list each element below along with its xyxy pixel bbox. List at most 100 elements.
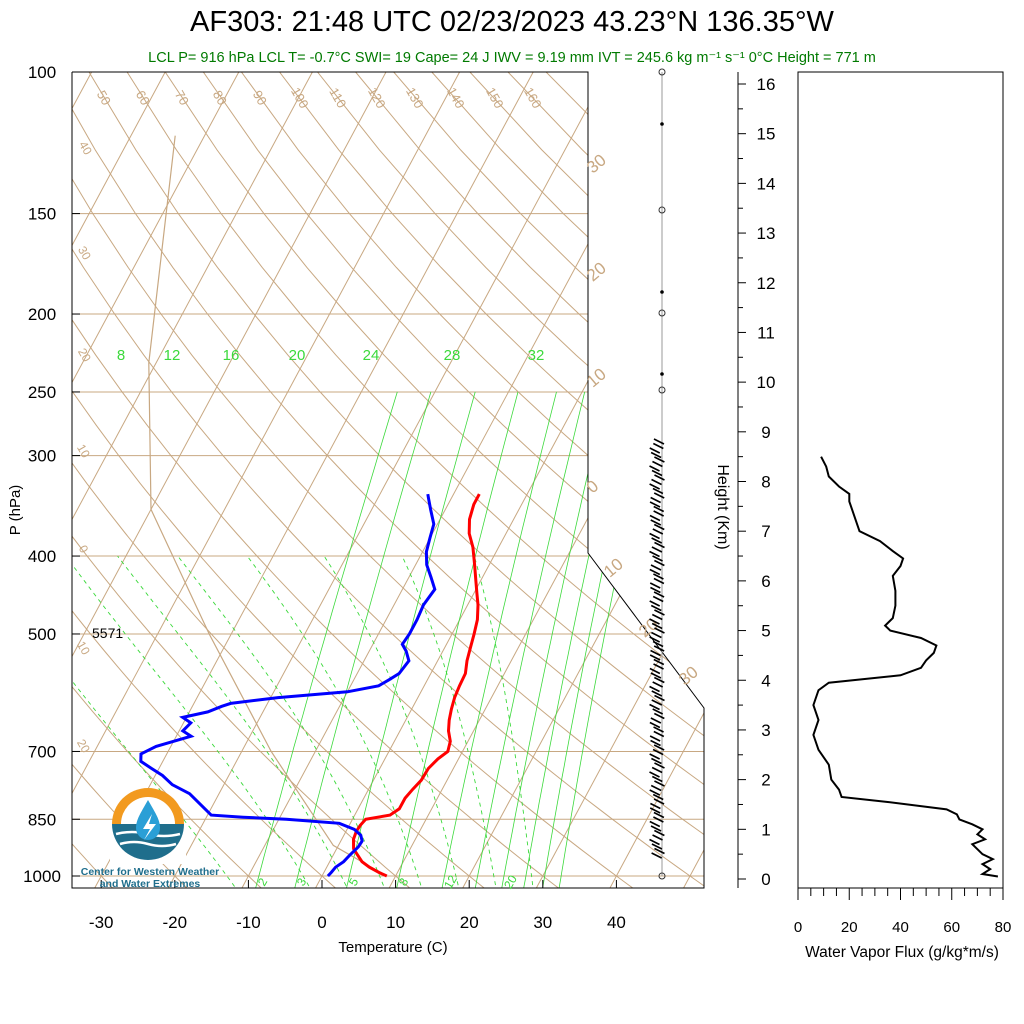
wind-barb-icon (650, 802, 661, 810)
wind-barb-icon (654, 694, 665, 702)
calm-wind-icon (658, 309, 666, 317)
dry-adiabat-line (126, 72, 704, 888)
x-tick-label: 40 (607, 913, 626, 932)
p-tick-label: 1000 (23, 867, 61, 886)
dry-adiabat-line (72, 72, 342, 888)
wind-barb-icon (649, 789, 661, 796)
isotherm-line (72, 72, 461, 888)
isotherm-top-label: 150 (483, 85, 507, 111)
wind-barb-icon (649, 483, 660, 490)
flux-tick-label: 80 (995, 919, 1012, 936)
wind-barb-icon (653, 730, 665, 738)
isotherm-top-label: 50 (94, 88, 114, 108)
calm-wind-icon (658, 386, 666, 394)
dry-adiabat-line (393, 72, 704, 888)
dry-adiabat-line (72, 72, 417, 888)
isotherm-line (72, 72, 313, 888)
pressure-axis: 100 150 200 250 300 400 500 700 850 1000 (23, 63, 80, 886)
mixing-ratio-top-label: 32 (528, 347, 545, 364)
wind-barb-icon (649, 582, 661, 589)
mixing-ratio-line (253, 391, 398, 888)
isotherm-left-label: 10 (74, 442, 93, 461)
mixing-ratio-line (557, 391, 656, 888)
skewt-frame (71, 71, 705, 889)
wind-barb-icon (650, 649, 661, 657)
height-tick-label: 9 (761, 423, 770, 442)
wind-barb-icon (652, 487, 664, 495)
isotherm-line (91, 72, 534, 888)
height-tick-label: 0 (761, 870, 770, 889)
isotherm-line (72, 72, 240, 888)
wind-barb-icon (652, 748, 664, 756)
wind-barb-icon (651, 766, 663, 774)
wind-barb-icon (654, 456, 665, 463)
dry-adiabat-line (164, 72, 704, 888)
moist-adiabat-lines (72, 555, 535, 888)
wind-barb-icon (651, 537, 662, 544)
height-tick-label: 8 (761, 473, 770, 492)
height-500-label: 5571 (92, 625, 123, 641)
isotherm-line (680, 72, 704, 888)
p-tick-label: 500 (28, 625, 56, 644)
wind-barb-icon (652, 528, 664, 535)
flux-tick-label: 0 (794, 919, 802, 936)
x-tick-label: 10 (386, 913, 405, 932)
isotherm-top-label: 70 (172, 88, 192, 108)
wind-barb-icon (650, 564, 662, 571)
wind-barb-icon (652, 708, 664, 715)
isotherm-left-label: 20 (74, 737, 93, 756)
flux-tick-label: 40 (892, 919, 909, 936)
moist-adiabat-line (117, 555, 351, 888)
flux-axis-label: Water Vapor Flux (g/kg*m/s) (805, 944, 999, 961)
y-axis-label: P (hPa) (7, 485, 24, 536)
height-tick-label: 12 (757, 274, 776, 293)
mixing-ratio-bottom-label: 12 (441, 872, 460, 891)
x-tick-label: 30 (533, 913, 552, 932)
dry-adiabat-line (0, 72, 43, 893)
dewpoint-profile (139, 493, 437, 878)
wind-barb-icon (654, 762, 665, 769)
height-tick-label: 3 (761, 721, 770, 740)
wind-barb-icon (649, 501, 661, 508)
moist-adiabat-line (323, 555, 461, 888)
isotherm-line (533, 72, 704, 888)
wind-barb-icon (652, 442, 664, 450)
isotherm-line (72, 72, 166, 888)
wind-barb-icon (650, 739, 661, 747)
wind-barb-icon (653, 798, 665, 805)
wind-barb-icon (652, 460, 663, 468)
isotherm-top-label: 60 (133, 88, 153, 108)
x-axis-label: Temperature (C) (338, 939, 447, 956)
logo-emblem-icon (110, 788, 186, 864)
wind-barb-icon (652, 793, 664, 801)
x-tick-label: -10 (236, 913, 261, 932)
wind-barb-icon (650, 586, 661, 594)
wind-barb-icon (653, 510, 665, 517)
wind-barb-icon (653, 492, 665, 499)
logo-line-1: Center for Western Weather (80, 866, 220, 878)
isotherm-top-label: 80 (210, 88, 230, 108)
dry-adiabat-line (72, 72, 704, 888)
wind-barb-icon (649, 447, 661, 454)
wind-barb-icon (649, 735, 661, 742)
dry-adiabat-line (545, 72, 704, 888)
x-tick-label: -30 (89, 913, 114, 932)
wind-barb-icon (651, 757, 662, 765)
wind-barb-icon (653, 663, 664, 670)
mixing-ratio-top-label: 20 (289, 347, 306, 364)
height-tick-label: 14 (757, 174, 776, 193)
moist-adiabat-line (72, 555, 314, 888)
wind-barb-icon (649, 568, 661, 576)
mixing-ratio-line (293, 391, 432, 888)
flux-tick-label: 20 (841, 919, 858, 936)
skewt-background (0, 72, 704, 893)
isotherm-left-label: 40 (76, 139, 95, 158)
height-tick-label: 1 (761, 820, 770, 839)
wind-barb-icon (651, 775, 663, 783)
mixing-ratio-top-label: 24 (363, 347, 380, 364)
wind-barb-icon (650, 604, 662, 612)
dry-adiabat-line (72, 72, 704, 888)
isotherm-top-label: 110 (326, 85, 349, 110)
dry-adiabat-line (72, 72, 267, 888)
